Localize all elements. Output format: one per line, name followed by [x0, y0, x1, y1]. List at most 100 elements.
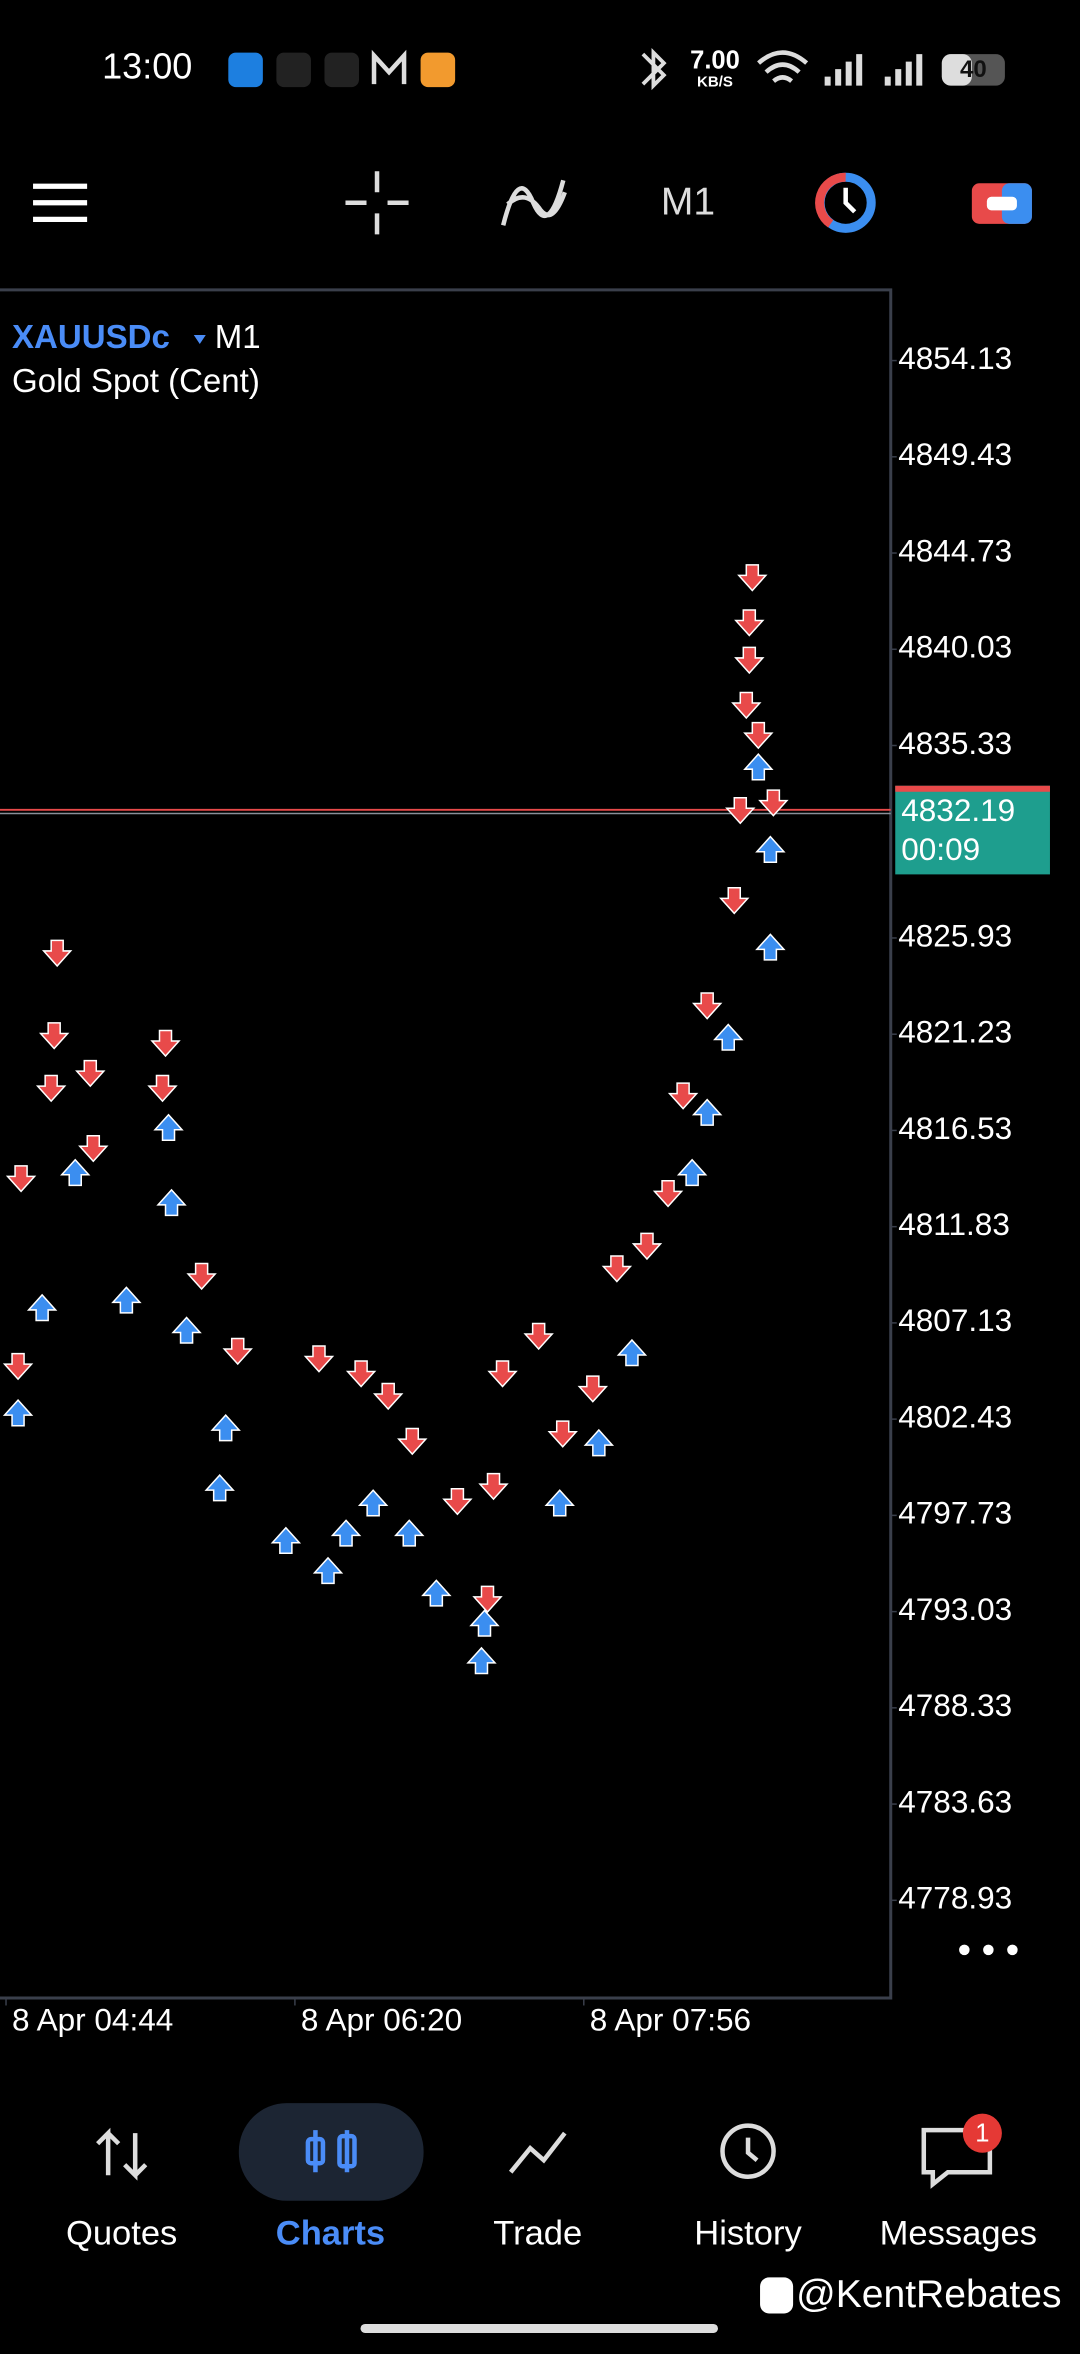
trade-arrow: [667, 1082, 699, 1110]
trade-arrow: [743, 721, 774, 750]
trade-arrow: [397, 1427, 428, 1456]
trade-arrow: [469, 1609, 500, 1637]
trade-arrow: [210, 1413, 241, 1442]
status-time: 13:00: [102, 46, 192, 87]
trade-arrow: [652, 1180, 684, 1208]
y-tick-label: 4816.53: [898, 1110, 1012, 1146]
trade-arrow: [270, 1526, 302, 1555]
trade-arrow: [372, 1382, 404, 1411]
trade-arrow: [75, 1059, 106, 1088]
nav-label[interactable]: History: [694, 2214, 802, 2252]
gmail-icon: [371, 49, 407, 85]
history-icon: [745, 2137, 759, 2162]
more-dot: [1007, 1944, 1018, 1956]
trade-arrow: [472, 1585, 503, 1614]
indicators-button[interactable]: [501, 179, 567, 226]
current-price: 4832.19: [901, 792, 1015, 828]
charts-icon: [337, 2133, 357, 2169]
trade-arrow: [743, 753, 774, 781]
battery-level: [941, 54, 972, 86]
trade-arrow: [547, 1420, 578, 1448]
trade-arrow: [394, 1519, 425, 1547]
trade-icon: [508, 2131, 567, 2174]
app-icon: [276, 52, 311, 88]
trade-arrow: [421, 1579, 452, 1607]
chart-symbol[interactable]: XAUUSDc: [12, 319, 170, 356]
trade-arrow: [676, 1158, 708, 1187]
nav-label[interactable]: Quotes: [66, 2214, 177, 2252]
y-tick-label: 4807.13: [898, 1302, 1012, 1338]
trade-arrow: [303, 1345, 335, 1373]
chart-timeframe: M1: [215, 319, 261, 356]
trade-arrow: [2, 1399, 34, 1427]
more-dot: [983, 1944, 994, 1956]
nav-active-pill: [238, 2103, 424, 2201]
nav-label[interactable]: Messages: [880, 2214, 1037, 2252]
bluetooth-icon: [641, 48, 667, 91]
trade-arrow: [631, 1232, 663, 1261]
trade-arrow: [150, 1029, 181, 1058]
y-tick-label: 4854.13: [898, 340, 1012, 376]
chart-frame: [0, 288, 893, 2000]
more-dot[interactable]: [959, 1944, 970, 1956]
quotes-icon: [96, 2127, 148, 2181]
x-tick-label: 8 Apr 06:20: [301, 2001, 462, 2037]
trade-arrow: [583, 1428, 615, 1457]
trade-arrow: [731, 691, 762, 720]
x-tick-label: 8 Apr 07:56: [590, 2001, 751, 2037]
trade-arrow: [734, 646, 765, 675]
trade-arrow: [5, 1165, 37, 1193]
timeframe-button[interactable]: M1: [661, 181, 715, 224]
signal-icon: [884, 54, 923, 86]
bottom-nav: Quotes Charts Trade History Messages: [66, 2214, 1037, 2252]
history-icon: [720, 2123, 776, 2179]
trade-arrow: [312, 1556, 344, 1585]
price-tag-top: [895, 785, 1050, 792]
y-tick-label: 4788.33: [898, 1687, 1012, 1723]
trade-arrow: [737, 564, 768, 592]
nav-label[interactable]: Trade: [493, 2214, 582, 2252]
charts-icon: [305, 2136, 326, 2166]
trade-arrow: [734, 609, 765, 637]
symbol-dropdown[interactable]: [193, 334, 206, 345]
y-tick-label: 4811.83: [898, 1206, 1010, 1242]
y-tick-label: 4783.63: [898, 1783, 1012, 1819]
trade-arrow: [186, 1262, 217, 1291]
facebook-icon: [760, 2277, 794, 2314]
trade-arrow: [487, 1360, 518, 1388]
trade-arrow: [204, 1473, 235, 1502]
app-icon: [228, 52, 263, 88]
battery-text: 40: [960, 56, 987, 83]
net-speed-unit: KB/S: [697, 74, 733, 91]
nav-label[interactable]: Charts: [276, 2214, 385, 2252]
crosshair-button[interactable]: [345, 171, 409, 235]
y-tick-label: 4802.43: [898, 1398, 1012, 1434]
watermark: @KentRebates: [796, 2273, 1061, 2316]
trade-arrow: [345, 1360, 377, 1388]
y-tick-label: 4821.23: [898, 1014, 1012, 1050]
badge: [962, 2113, 1002, 2153]
trade-arrow: [78, 1135, 109, 1163]
trade-arrow: [544, 1489, 575, 1517]
trade-arrow: [755, 933, 786, 961]
trade-arrow: [111, 1286, 142, 1314]
trade-arrow: [171, 1316, 202, 1344]
trade-arrow: [60, 1158, 91, 1187]
y-tick-label: 4797.73: [898, 1495, 1012, 1531]
home-indicator: [360, 2323, 718, 2333]
menu-button[interactable]: [33, 183, 88, 222]
trade-arrow: [725, 796, 756, 825]
trade-arrow: [41, 939, 73, 968]
trade-arrow: [156, 1188, 187, 1217]
price-tag: [895, 785, 1050, 875]
badge-count: 1: [975, 2119, 989, 2147]
wifi-icon: [757, 50, 809, 83]
trade-arrow: [2, 1352, 34, 1381]
chart-subtitle: Gold Spot (Cent): [12, 363, 260, 400]
trade-arrow: [758, 789, 789, 817]
trade-arrow: [38, 1022, 70, 1050]
y-tick-label: 4840.03: [898, 629, 1012, 665]
y-tick-label: 4844.73: [898, 532, 1012, 568]
trade-arrow: [616, 1338, 648, 1367]
